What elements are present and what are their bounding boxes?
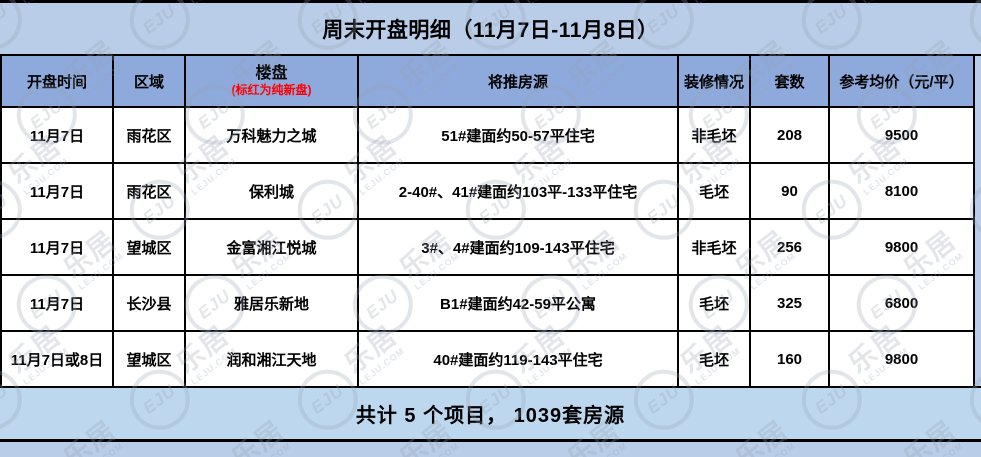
cell-time: 11月7日或8日 — [0, 330, 114, 386]
col-header-units: 将推房源 — [357, 56, 679, 108]
cell-district: 望城区 — [112, 218, 186, 276]
cell-district: 雨花区 — [112, 162, 186, 220]
table-row: 11月7日 雨花区 万科魅力之城 51#建面约50-57平住宅 非毛坯 208 9500 — [0, 106, 975, 164]
cell-district: 望城区 — [112, 330, 186, 386]
cell-price: 6800 — [828, 274, 975, 332]
cell-price: 9800 — [828, 330, 975, 386]
leju-logo-icon: EJU — [4, 452, 89, 457]
table-row: 11月7日 雨花区 保利城 2-40#、41#建面约103平-133平住宅 毛坯 90 81… — [0, 162, 975, 220]
cell-count: 90 — [749, 162, 830, 220]
top-border — [0, 0, 981, 3]
openings-table: 开盘时间 区域 楼盘 (标红为纯新盘) 将推房源 装修情况 套数 参考均价（元/… — [0, 56, 975, 386]
cell-district: 雨花区 — [112, 106, 186, 164]
col-header-price: 参考均价（元/平） — [828, 56, 975, 108]
title-band: 周末开盘明细（11月7日-11月8日） — [0, 3, 981, 56]
cell-decoration: 非毛坯 — [677, 218, 751, 276]
table-header-row: 开盘时间 区域 楼盘 (标红为纯新盘) 将推房源 装修情况 套数 参考均价（元/… — [0, 56, 975, 108]
cell-price: 9800 — [828, 218, 975, 276]
cell-district: 长沙县 — [112, 274, 186, 332]
leju-logo-icon: EJU — [340, 452, 425, 457]
cell-units: 40#建面约119-143平住宅 — [357, 330, 679, 386]
leju-logo-icon: EJU — [172, 452, 257, 457]
cell-project: 万科魅力之城 — [184, 106, 359, 164]
col-header-district: 区域 — [112, 56, 186, 108]
cell-count: 208 — [749, 106, 830, 164]
leju-logo-icon: EJU — [508, 452, 593, 457]
cell-project: 雅居乐新地 — [184, 274, 359, 332]
cell-time: 11月7日 — [0, 274, 114, 332]
cell-count: 160 — [749, 330, 830, 386]
cell-price: 8100 — [828, 162, 975, 220]
cell-price: 9500 — [828, 106, 975, 164]
page-title: 周末开盘明细（11月7日-11月8日） — [322, 18, 659, 42]
cell-time: 11月7日 — [0, 162, 114, 220]
cell-project: 金富湘江悦城 — [184, 218, 359, 276]
summary-band: 共计 5 个项目， 1039套房源 — [0, 386, 981, 442]
col-header-count: 套数 — [749, 56, 830, 108]
leju-logo-icon: EJU — [676, 452, 761, 457]
cell-decoration: 非毛坯 — [677, 106, 751, 164]
cell-project: 保利城 — [184, 162, 359, 220]
cell-count: 256 — [749, 218, 830, 276]
cell-decoration: 毛坯 — [677, 162, 751, 220]
col-header-decoration: 装修情况 — [677, 56, 751, 108]
table-row: 11月7日 望城区 金富湘江悦城 3#、4#建面约109-143平住宅 非毛坯 256 98… — [0, 218, 975, 276]
summary-text: 共计 5 个项目， 1039套房源 — [355, 405, 626, 427]
cell-units: 51#建面约50-57平住宅 — [357, 106, 679, 164]
col-header-project-label: 楼盘 — [255, 64, 288, 82]
cell-units: B1#建面约42-59平公寓 — [357, 274, 679, 332]
cell-decoration: 毛坯 — [677, 330, 751, 386]
cell-time: 11月7日 — [0, 218, 114, 276]
cell-count: 325 — [749, 274, 830, 332]
cell-time: 11月7日 — [0, 106, 114, 164]
table-row: 11月7日或8日 望城区 润和湘江天地 40#建面约119-143平住宅 毛坯 160 98… — [0, 330, 975, 386]
table-row: 11月7日 长沙县 雅居乐新地 B1#建面约42-59平公寓 毛坯 325 6800 — [0, 274, 975, 332]
col-header-project-note: (标红为纯新盘) — [231, 83, 312, 97]
col-header-project: 楼盘 (标红为纯新盘) — [184, 56, 359, 108]
cell-units: 2-40#、41#建面约103平-133平住宅 — [357, 162, 679, 220]
cell-project: 润和湘江天地 — [184, 330, 359, 386]
cell-units: 3#、4#建面约109-143平住宅 — [357, 218, 679, 276]
leju-logo-icon: EJU — [844, 452, 929, 457]
col-header-open-time: 开盘时间 — [0, 56, 114, 108]
cell-decoration: 毛坯 — [677, 274, 751, 332]
